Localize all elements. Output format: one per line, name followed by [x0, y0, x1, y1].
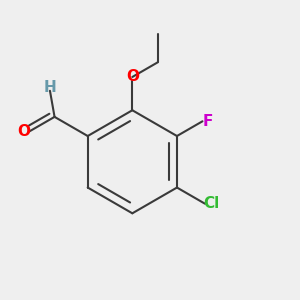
Text: O: O: [17, 124, 30, 139]
Text: F: F: [202, 114, 213, 129]
Text: Cl: Cl: [203, 196, 220, 211]
Text: H: H: [44, 80, 56, 95]
Text: O: O: [126, 70, 139, 85]
